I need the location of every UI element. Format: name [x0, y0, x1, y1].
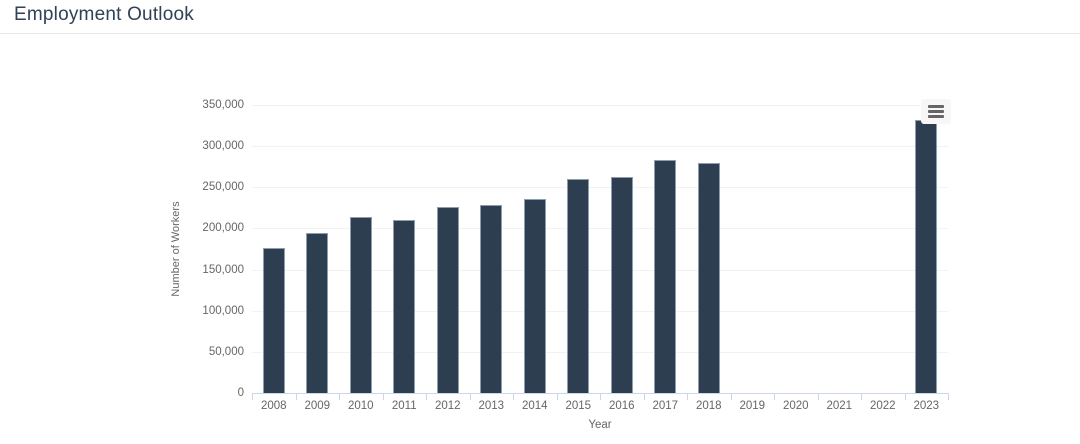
x-axis-tick: [643, 394, 645, 400]
x-axis-tick: [382, 394, 384, 400]
bar-2010[interactable]: [349, 216, 372, 393]
gridline-150000: [252, 269, 948, 271]
y-tick-label-50000: 50,000: [208, 345, 244, 358]
bar-2014[interactable]: [523, 198, 546, 393]
x-axis-tick: [556, 394, 558, 400]
y-tick-label-250000: 250,000: [202, 181, 244, 194]
x-tick-label-2020: 2020: [782, 400, 809, 412]
x-axis-tick: [730, 394, 732, 400]
x-tick-label-2012: 2012: [434, 400, 461, 412]
x-axis-tick: [817, 394, 819, 400]
gridline-250000: [252, 187, 948, 189]
x-tick-label-2019: 2019: [739, 400, 766, 412]
y-tick-label-0: 0: [237, 387, 244, 399]
x-tick-label-2022: 2022: [869, 400, 896, 412]
x-axis-tick: [252, 394, 253, 400]
hamburger-icon: [928, 110, 944, 113]
x-tick-label-2009: 2009: [304, 400, 331, 412]
chart-context-menu-button[interactable]: [921, 99, 951, 124]
y-tick-label-300000: 300,000: [202, 140, 244, 153]
gridline-350000: [252, 105, 948, 106]
bar-2011[interactable]: [393, 220, 416, 393]
x-tick-label-2014: 2014: [521, 400, 548, 412]
x-axis-tick: [339, 394, 340, 400]
bar-2017[interactable]: [654, 160, 677, 393]
hamburger-icon: [928, 115, 944, 118]
x-axis-tick: [861, 394, 862, 400]
x-axis-tick: [513, 394, 514, 400]
gridline-200000: [252, 228, 948, 230]
x-axis-tick: [426, 394, 427, 400]
hamburger-icon: [928, 105, 944, 108]
x-tick-label-2021: 2021: [826, 400, 853, 412]
x-axis-tick: [600, 394, 601, 400]
bar-2009[interactable]: [306, 232, 329, 393]
bar-2015[interactable]: [567, 179, 590, 393]
x-axis-tick: [295, 394, 297, 400]
x-tick-label-2018: 2018: [695, 400, 722, 412]
x-tick-label-2023: 2023: [913, 400, 940, 412]
x-axis-tick: [904, 394, 906, 400]
x-tick-label-2016: 2016: [608, 400, 635, 412]
x-tick-label-2008: 2008: [260, 400, 287, 412]
x-axis-tick: [469, 394, 471, 400]
gridline-300000: [252, 146, 948, 148]
bar-2018[interactable]: [697, 162, 720, 393]
bar-2023[interactable]: [915, 119, 938, 393]
y-tick-label-100000: 100,000: [202, 304, 244, 317]
bar-2016[interactable]: [610, 177, 633, 393]
x-tick-label-2017: 2017: [652, 400, 679, 412]
x-axis-tick: [687, 394, 688, 400]
page-title: Employment Outlook: [14, 4, 194, 25]
bar-2012[interactable]: [436, 207, 459, 393]
x-tick-label-2010: 2010: [347, 400, 374, 412]
gridline-100000: [252, 310, 948, 312]
gridline-50000: [252, 351, 948, 353]
y-tick-label-350000: 350,000: [202, 99, 244, 111]
bar-2008[interactable]: [262, 248, 285, 393]
y-tick-label-200000: 200,000: [202, 222, 244, 235]
x-axis-tick: [948, 394, 949, 400]
y-tick-label-150000: 150,000: [202, 263, 244, 276]
x-axis-title: Year: [588, 419, 612, 431]
x-tick-label-2013: 2013: [478, 400, 505, 412]
x-axis-tick: [774, 394, 775, 400]
x-tick-label-2015: 2015: [565, 400, 592, 412]
x-axis-line: [252, 393, 949, 394]
header-divider: [0, 33, 1080, 34]
bar-2013[interactable]: [480, 204, 503, 393]
x-tick-label-2011: 2011: [391, 400, 417, 412]
